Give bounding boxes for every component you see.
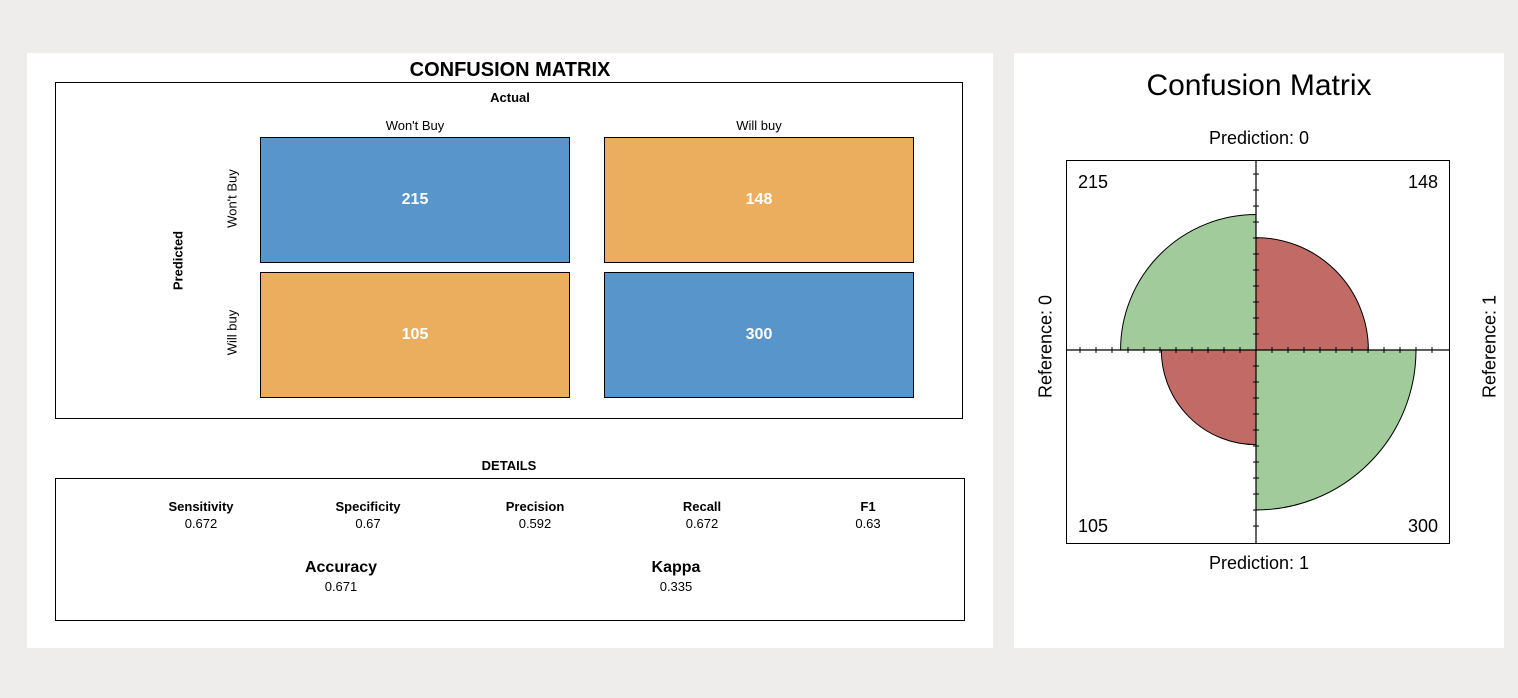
row-label-will-buy: Will buy <box>224 309 240 356</box>
metric-name: Sensitivity <box>168 499 234 514</box>
details-box: Sensitivity 0.672 Specificity 0.67 Preci… <box>55 478 965 621</box>
metric-value: 0.592 <box>518 516 552 531</box>
metric-name: Kappa <box>651 559 701 576</box>
quadrant-top-left <box>1120 214 1257 351</box>
confusion-matrix-title: CONFUSION MATRIX <box>409 59 611 81</box>
metric-precision: Precision 0.592 <box>455 499 615 531</box>
metric-value: 0.672 <box>685 516 719 531</box>
matrix-cell-false-positive: 105 <box>260 272 570 398</box>
metric-value: 0.63 <box>855 516 881 531</box>
prediction-1-label: Prediction: 1 <box>1208 553 1310 573</box>
fourfold-plot: 215 148 105 300 <box>1066 160 1450 544</box>
metric-value: 0.67 <box>355 516 381 531</box>
actual-axis-label: Actual <box>490 90 530 105</box>
matrix-cell-false-negative: 148 <box>604 137 914 263</box>
metric-recall: Recall 0.672 <box>622 499 782 531</box>
row-label-wont-buy: Won't Buy <box>224 169 240 228</box>
metric-name: Recall <box>682 499 722 514</box>
plot-frame <box>1066 160 1450 544</box>
column-label-wont-buy: Won't Buy <box>385 118 445 133</box>
quadrant-bottom-right <box>1255 349 1417 511</box>
prediction-0-label: Prediction: 0 <box>1208 128 1310 148</box>
count-bottom-right: 300 <box>1408 516 1438 536</box>
metric-name: Specificity <box>335 499 401 514</box>
details-title: DETAILS <box>481 458 537 473</box>
count-top-right: 148 <box>1408 172 1438 192</box>
metric-value: 0.335 <box>659 579 693 594</box>
reference-0-label: Reference: 0 <box>1035 294 1056 399</box>
metric-name: Precision <box>505 499 565 514</box>
metric-name: F1 <box>860 499 876 514</box>
metric-name: Accuracy <box>304 559 378 576</box>
reference-1-label: Reference: 1 <box>1479 294 1500 399</box>
quadrant-top-right <box>1255 237 1369 351</box>
metric-kappa: Kappa 0.335 <box>596 559 756 594</box>
metric-value: 0.671 <box>324 579 358 594</box>
metric-value: 0.672 <box>184 516 218 531</box>
metric-sensitivity: Sensitivity 0.672 <box>121 499 281 531</box>
metric-specificity: Specificity 0.67 <box>288 499 448 531</box>
matrix-box: Actual Won't Buy Will buy Predicted Won'… <box>55 82 963 419</box>
metric-f1: F1 0.63 <box>788 499 948 531</box>
count-top-left: 215 <box>1078 172 1108 192</box>
fourfold-plot-panel: Confusion Matrix Prediction: 0 Predictio… <box>1014 53 1504 648</box>
matrix-cell-true-positive: 300 <box>604 272 914 398</box>
count-bottom-left: 105 <box>1078 516 1108 536</box>
quadrant-bottom-left <box>1160 349 1257 446</box>
column-label-will-buy: Will buy <box>736 118 782 133</box>
fourfold-title: Confusion Matrix <box>1146 69 1372 102</box>
confusion-matrix-panel: CONFUSION MATRIX Actual Won't Buy Will b… <box>27 53 993 648</box>
matrix-cell-true-negative: 215 <box>260 137 570 263</box>
predicted-axis-label: Predicted <box>170 230 186 291</box>
metric-accuracy: Accuracy 0.671 <box>261 559 421 594</box>
